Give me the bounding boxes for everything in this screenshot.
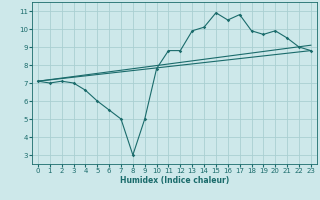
X-axis label: Humidex (Indice chaleur): Humidex (Indice chaleur) [120,176,229,185]
